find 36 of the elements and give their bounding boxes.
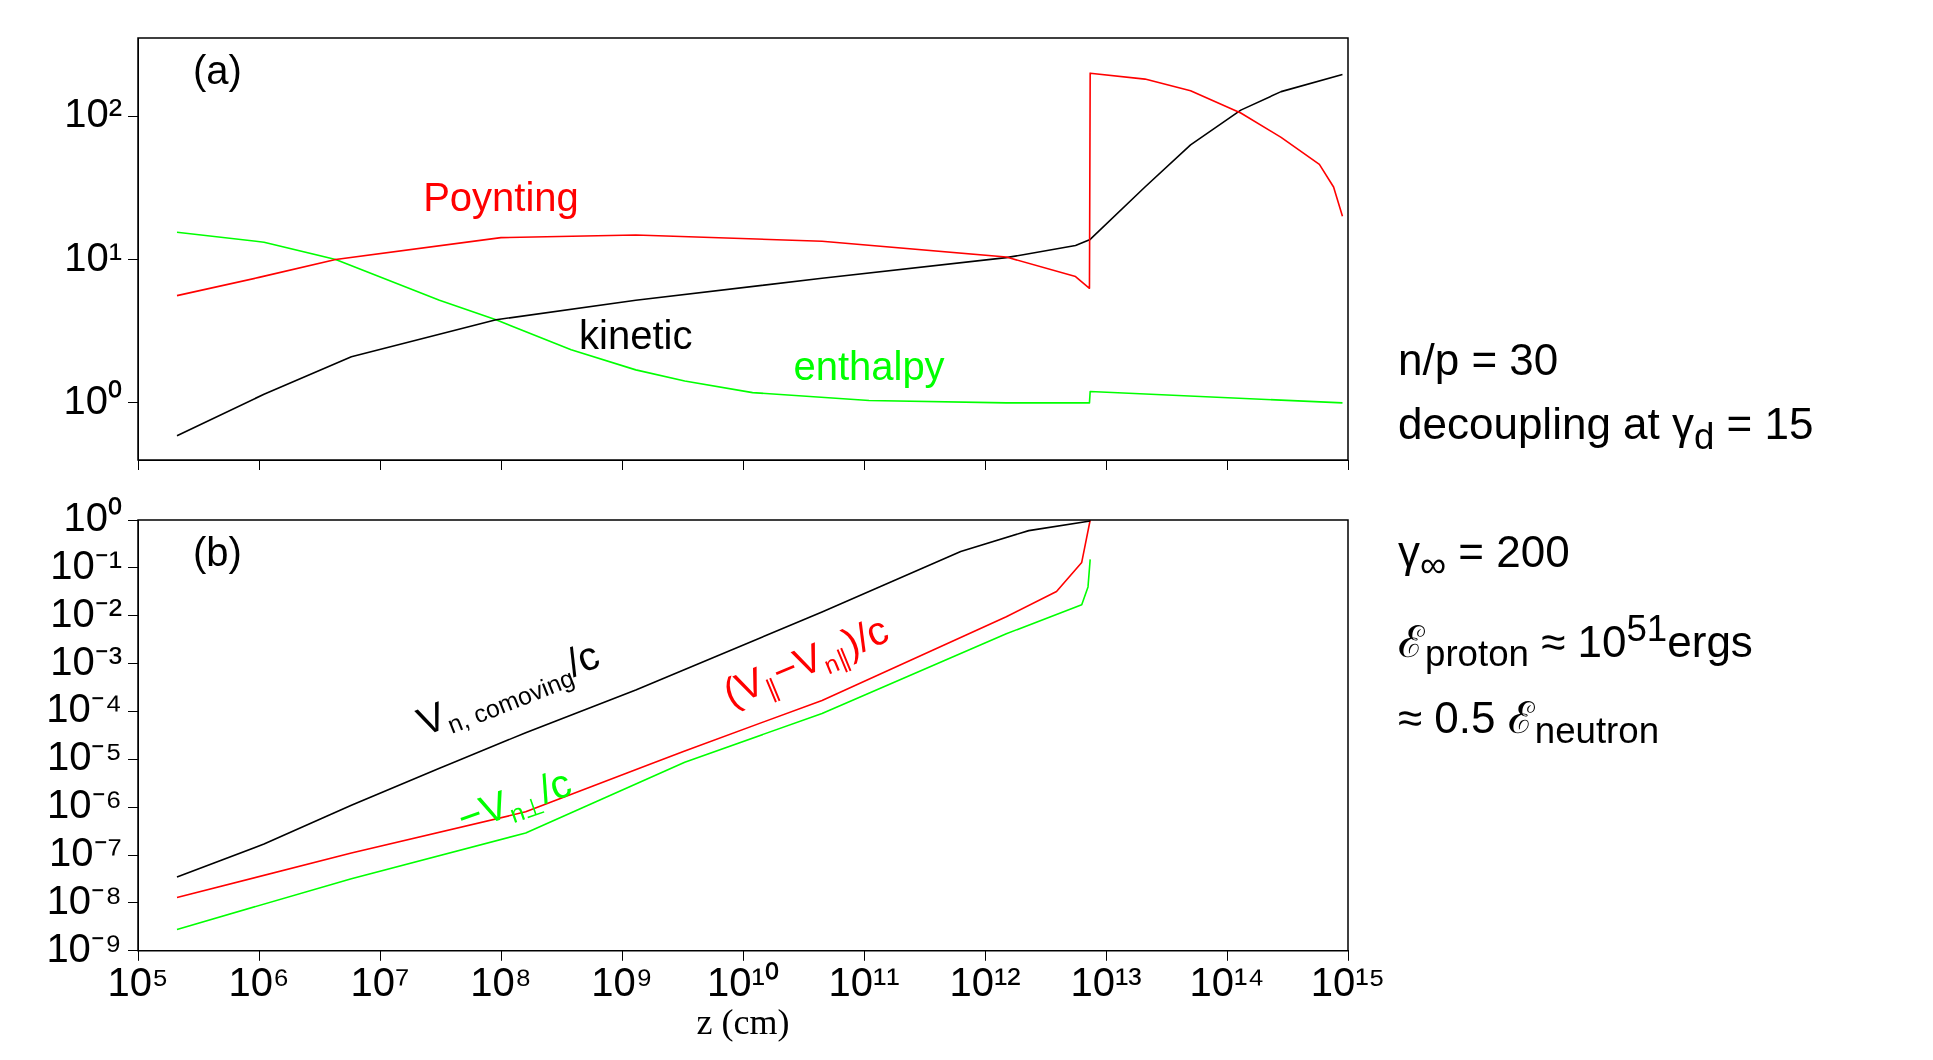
y-tick-label: 10¹ <box>64 234 122 279</box>
x-tick-label: 10¹³ <box>1070 959 1142 1004</box>
x-tick-label: 10⁵ <box>107 959 169 1004</box>
x-tick-label: 10¹² <box>949 959 1021 1004</box>
y-tick-label: 10⁰ <box>63 495 122 540</box>
x-tick-label: 10¹⁴ <box>1189 959 1265 1004</box>
text: decoupling at γ$_{d}$ = 15 <box>1398 398 1814 459</box>
y-tick-label: 10⁻⁶ <box>47 782 122 827</box>
x-tick-label: 10⁶ <box>228 959 290 1004</box>
series-label: enthalpy <box>793 343 945 388</box>
y-tick-label: 10⁻⁴ <box>46 686 122 731</box>
y-tick-label: 10⁰ <box>63 377 122 422</box>
x-tick-label: 10¹¹ <box>828 959 900 1004</box>
annotation: (a) <box>193 48 242 93</box>
y-tick-label: 10⁻⁷ <box>49 830 122 875</box>
text: n/p = 30 <box>1398 334 1560 386</box>
y-tick-label: 10² <box>64 91 122 136</box>
text: γ$_{∞}$ = 200 <box>1398 526 1571 587</box>
y-tick-label: 10⁻² <box>50 590 122 635</box>
text: ≈ 0.5 ℰ$_{neutron}$ <box>1398 692 1661 754</box>
text: (V∥−Vn∥)/c <box>716 606 895 715</box>
text: ℰ$_{proton}$ ≈ 10$^{51}$ergs <box>1398 606 1753 677</box>
series-label: kinetic <box>579 313 693 358</box>
x-axis-title: z (cm) <box>696 1001 790 1042</box>
series-label: Poynting <box>423 174 579 219</box>
y-tick-label: 10⁻⁵ <box>46 734 122 779</box>
x-tick-label: 10¹⁰ <box>707 959 779 1004</box>
y-tick-label: 10⁻³ <box>50 638 122 683</box>
x-tick-label: 10⁷ <box>350 959 410 1004</box>
y-tick-label: 10⁻⁸ <box>46 877 122 922</box>
x-tick-label: 10⁹ <box>591 959 653 1004</box>
text: −Vn⊥/c <box>451 759 577 840</box>
x-tick-label: 10⁸ <box>470 959 532 1004</box>
x-tick-label: 10¹⁵ <box>1310 959 1386 1004</box>
annotation: (b) <box>193 530 242 575</box>
y-tick-label: 10⁻¹ <box>50 542 122 587</box>
